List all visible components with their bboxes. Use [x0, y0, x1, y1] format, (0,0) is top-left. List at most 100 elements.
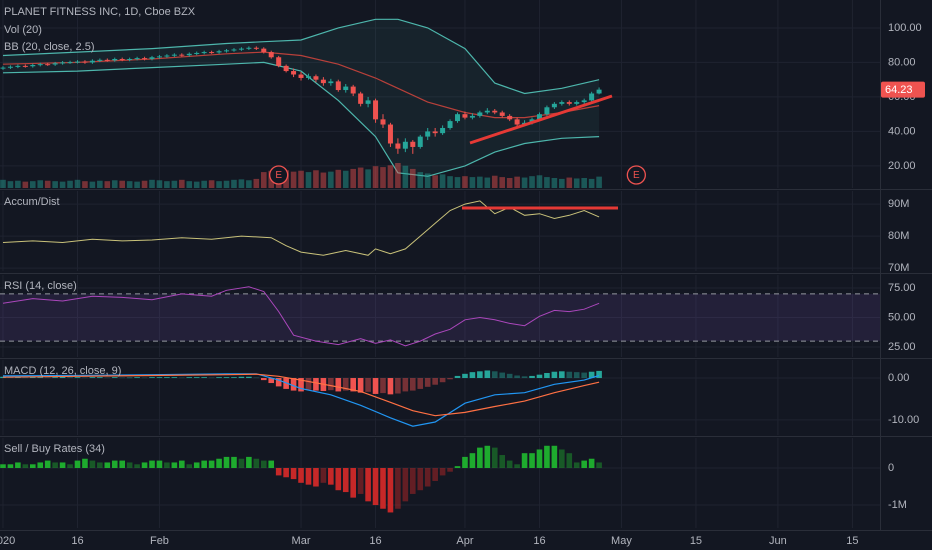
volume-bar	[499, 177, 506, 188]
volume-bar	[15, 180, 21, 188]
volume-bar	[141, 180, 148, 188]
y-tick-label: 25.00	[888, 341, 916, 353]
candle-body	[566, 102, 572, 104]
candle-body	[559, 102, 565, 104]
histogram-bar	[313, 378, 319, 391]
volume-bar	[462, 176, 468, 188]
histogram-bar	[164, 462, 170, 468]
histogram-bar	[521, 453, 528, 468]
candle-body	[417, 136, 423, 147]
histogram-bar	[89, 377, 96, 379]
histogram-bar	[484, 445, 491, 468]
candle-body	[216, 51, 222, 53]
candle-body	[127, 58, 133, 60]
histogram-bar	[7, 464, 14, 468]
candle-body	[596, 89, 602, 94]
volume-bar	[484, 177, 491, 188]
y-tick-label: 20.00	[888, 160, 916, 172]
volume-bar	[559, 178, 565, 188]
volume-bar	[231, 179, 237, 188]
candle-body	[536, 114, 542, 120]
histogram-bar	[104, 377, 111, 379]
candle-body	[22, 65, 28, 67]
y-tick-label: 80.00	[888, 56, 916, 68]
candle-body	[574, 102, 580, 104]
histogram-bar	[0, 464, 6, 468]
volume-bar	[67, 180, 73, 188]
candle-body	[402, 141, 408, 149]
histogram-bar	[253, 377, 260, 379]
volume-bar	[335, 169, 342, 188]
volume-bar	[529, 176, 535, 188]
overlay: 2020 16 Feb Mar 16 Apr 16 May 15 Jun 15 20.00 40.00 6…	[0, 6, 932, 547]
histogram-bar	[104, 462, 111, 468]
volume-bar	[156, 180, 163, 188]
volume-bar	[469, 177, 476, 188]
candle-body	[298, 74, 304, 78]
indicator-line	[2, 200, 600, 256]
histogram-bar	[149, 460, 155, 468]
histogram-bar	[97, 462, 103, 468]
histogram-bar	[260, 460, 267, 468]
histogram-bar	[335, 378, 342, 392]
candle-body	[358, 93, 364, 104]
histogram-bar	[380, 378, 386, 394]
histogram-bar	[22, 377, 29, 379]
histogram-bar	[365, 468, 371, 502]
histogram-bar	[335, 468, 342, 491]
volume-bar	[410, 168, 416, 188]
histogram-bar	[119, 460, 126, 468]
volume-bar	[387, 165, 394, 188]
volume-bar	[365, 169, 371, 188]
histogram-bar	[573, 462, 580, 468]
volume-bar	[477, 176, 483, 188]
candle-body	[291, 71, 297, 75]
histogram-bar	[395, 378, 401, 394]
histogram-bar	[387, 468, 394, 513]
histogram-bar	[566, 453, 573, 468]
histogram-bar	[521, 376, 528, 379]
histogram-bar	[67, 377, 73, 379]
histogram-bar	[126, 377, 133, 379]
histogram-bar	[342, 378, 349, 391]
candle-body	[201, 52, 207, 54]
histogram-bar	[246, 456, 252, 468]
histogram-bar	[231, 377, 237, 379]
histogram-bar	[149, 377, 155, 379]
histogram-bar	[432, 378, 438, 385]
histogram-bar	[275, 378, 282, 387]
volume-bar	[82, 181, 88, 188]
y-tick-label: 0.00	[888, 372, 909, 384]
y-tick-label: -10.00	[888, 414, 919, 426]
x-tick-label: Jun	[769, 535, 787, 547]
x-tick-label: 15	[846, 535, 858, 547]
trend-line-drawing	[469, 94, 613, 145]
volume-bar	[59, 181, 66, 188]
candle-body	[305, 76, 311, 78]
histogram-bar	[469, 453, 476, 468]
candle-body	[186, 53, 192, 56]
histogram-bar	[544, 445, 550, 468]
y-tick-label: 70M	[888, 262, 909, 274]
candle-body	[45, 64, 51, 66]
histogram-bar	[216, 377, 222, 379]
histogram-bar	[111, 377, 118, 379]
candle-body	[246, 47, 252, 49]
candle-body	[52, 63, 58, 65]
candle-body	[231, 49, 237, 51]
candle-body	[589, 93, 595, 101]
candle-body	[112, 58, 118, 61]
histogram-bar	[134, 464, 140, 468]
volume-bar	[97, 180, 103, 188]
histogram-bar	[506, 373, 513, 379]
histogram-bar	[238, 376, 245, 379]
candle-body	[365, 100, 371, 104]
earnings-label: E	[633, 170, 640, 181]
histogram-bar	[365, 378, 371, 392]
candle-body	[156, 56, 162, 58]
candle-body	[313, 76, 319, 80]
candle-body	[164, 55, 170, 57]
candle-body	[387, 124, 393, 144]
volume-bar	[260, 172, 267, 188]
histogram-bar	[283, 468, 289, 478]
